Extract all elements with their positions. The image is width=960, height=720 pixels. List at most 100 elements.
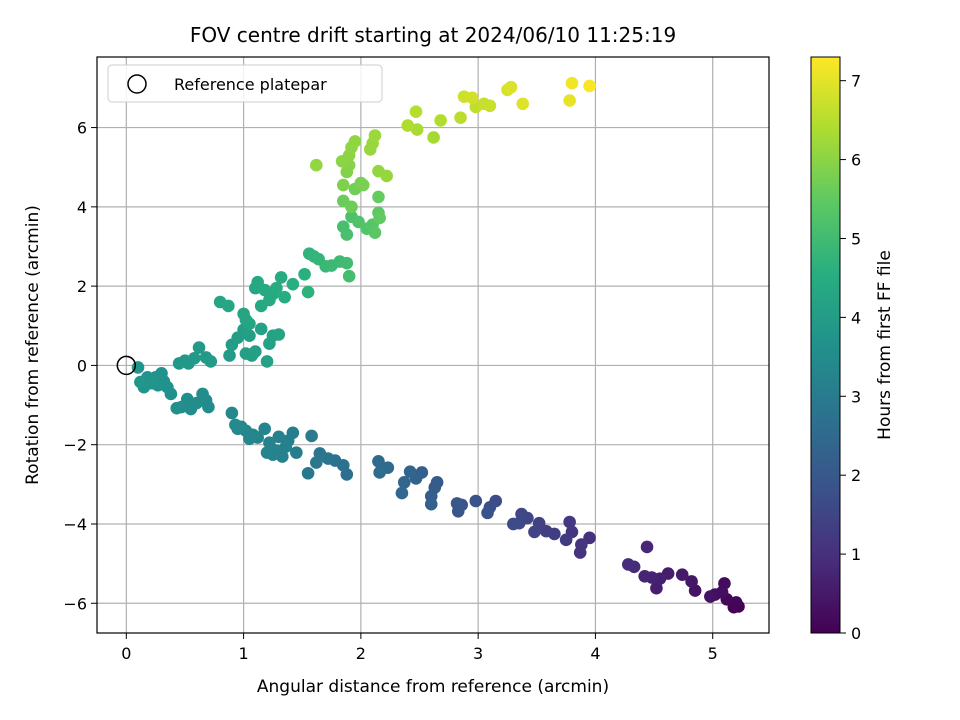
- data-point: [345, 200, 358, 214]
- x-axis-label: Angular distance from reference (arcmin): [257, 677, 609, 697]
- data-point: [134, 375, 147, 389]
- y-tick-label: −4: [63, 515, 87, 534]
- data-point: [286, 277, 300, 291]
- data-point: [225, 406, 239, 420]
- data-point: [465, 91, 479, 105]
- data-point: [340, 256, 354, 270]
- data-point: [397, 476, 411, 489]
- y-tick-label: 4: [77, 198, 87, 217]
- data-point: [260, 355, 274, 368]
- grid: [97, 57, 769, 633]
- data-point: [380, 169, 393, 183]
- data-point: [301, 466, 315, 480]
- data-point: [516, 97, 530, 111]
- data-point: [704, 590, 717, 603]
- x-tick-label: 5: [708, 644, 718, 663]
- colorbar-tick-label: 2: [851, 466, 861, 485]
- data-point: [638, 570, 651, 583]
- data-point: [272, 430, 286, 444]
- data-point: [310, 158, 323, 172]
- data-point: [301, 285, 315, 299]
- reference-platepar-marker: [116, 355, 137, 376]
- colorbar-tick-label: 4: [851, 308, 861, 327]
- colorbar-tick-label: 7: [851, 72, 861, 91]
- colorbar-label: Hours from first FF file: [875, 250, 895, 440]
- x-axis-ticks: 0 1 2 3 4 5: [121, 633, 718, 663]
- data-point: [372, 455, 385, 468]
- data-point: [342, 269, 356, 283]
- data-point: [263, 436, 276, 450]
- colorbar-tick-label: 6: [851, 151, 861, 170]
- data-point: [336, 178, 350, 192]
- data-point: [372, 190, 385, 204]
- data-point: [368, 129, 382, 142]
- data-point: [192, 341, 206, 354]
- x-tick-label: 2: [356, 644, 366, 663]
- data-point: [278, 290, 291, 304]
- data-point: [481, 506, 494, 520]
- y-tick-label: 2: [77, 277, 87, 296]
- data-point: [258, 422, 272, 436]
- data-point: [434, 114, 447, 127]
- chart-title: FOV centre drift starting at 2024/06/10 …: [190, 23, 676, 47]
- data-point: [528, 525, 541, 539]
- data-point: [373, 466, 386, 479]
- y-tick-label: −2: [63, 436, 87, 455]
- data-point: [507, 517, 520, 531]
- data-point: [685, 575, 698, 588]
- data-point: [563, 515, 576, 529]
- data-point: [450, 497, 464, 510]
- data-point: [575, 538, 588, 551]
- data-point: [409, 105, 423, 119]
- data-point: [229, 418, 242, 432]
- colorbar-tick-label: 1: [851, 545, 861, 564]
- data-point: [204, 355, 218, 368]
- data-point: [373, 211, 386, 225]
- data-point: [310, 456, 323, 469]
- data-point: [483, 99, 497, 113]
- data-points: [131, 76, 745, 614]
- x-tick-label: 4: [590, 644, 600, 663]
- data-point: [403, 465, 417, 478]
- legend-entry: Reference platepar: [174, 75, 327, 94]
- y-tick-label: 0: [77, 356, 87, 375]
- legend-marker: [127, 74, 147, 94]
- data-point: [563, 94, 576, 107]
- data-point: [196, 387, 209, 401]
- data-point: [170, 401, 184, 415]
- data-point: [469, 494, 483, 508]
- data-point: [348, 135, 362, 148]
- colorbar-ticks: 0 1 2 3 4 5 6 7: [840, 72, 861, 643]
- data-point: [675, 568, 689, 582]
- legend: Reference platepar: [107, 64, 383, 103]
- data-point: [184, 402, 198, 416]
- y-tick-label: −6: [63, 594, 87, 613]
- data-point: [305, 429, 318, 443]
- data-point: [270, 281, 283, 295]
- data-point: [298, 267, 311, 281]
- colorbar-tick-label: 3: [851, 387, 861, 406]
- data-point: [427, 131, 440, 144]
- data-point: [640, 540, 654, 554]
- data-point: [249, 345, 262, 358]
- data-point: [454, 111, 467, 124]
- data-point: [559, 533, 573, 547]
- colorbar-tick-label: 0: [851, 624, 861, 643]
- data-point: [260, 446, 274, 459]
- data-point: [223, 349, 236, 362]
- data-point: [340, 228, 354, 241]
- y-axis-label: Rotation from reference (arcmin): [23, 205, 43, 485]
- data-point: [274, 271, 288, 284]
- data-point: [650, 581, 663, 595]
- data-point: [424, 497, 438, 511]
- legend-box: [107, 64, 383, 103]
- data-point: [290, 446, 303, 459]
- y-axis-ticks: −6 −4 −2 0 2 4 6: [63, 119, 97, 613]
- data-point: [243, 329, 256, 342]
- data-point: [222, 299, 235, 313]
- data-point: [243, 317, 256, 331]
- data-point: [272, 328, 286, 341]
- data-point: [368, 226, 382, 239]
- colorbar-gradient: [810, 56, 841, 634]
